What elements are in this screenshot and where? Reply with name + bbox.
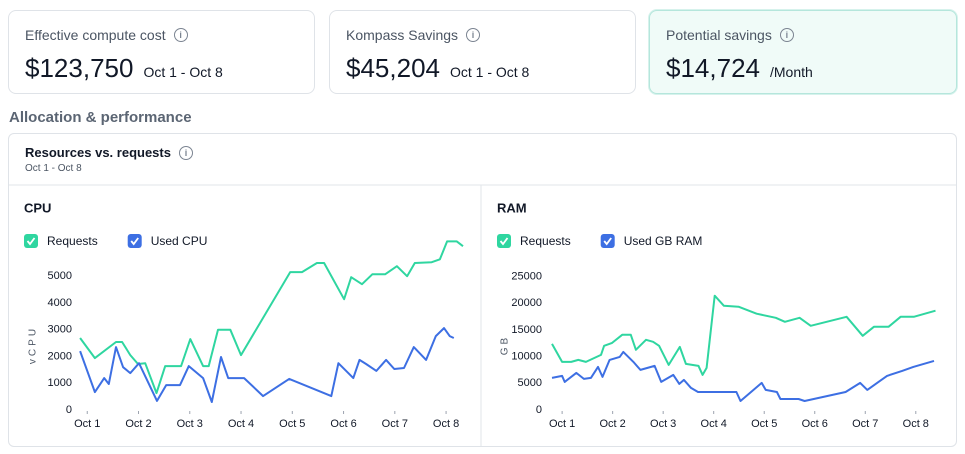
info-icon[interactable]: i: [178, 145, 193, 160]
info-icon[interactable]: i: [779, 28, 794, 42]
card: Kompass Savings i $45,204 Oct 1 - Oct 8: [329, 10, 636, 94]
card-value: $45,204: [346, 53, 440, 83]
check-mark: [603, 237, 612, 246]
panel-header: Resources vs. requests i Oct 1 - Oct 8: [25, 145, 193, 174]
series-line: [551, 294, 936, 376]
x-tick-label: Oct 5: [279, 418, 305, 430]
x-tick-label: Oct 8: [903, 418, 929, 430]
y-tick-label: 2000: [48, 350, 72, 362]
x-tick-label: Oct 4: [701, 418, 727, 430]
y-tick-label: 3000: [48, 324, 72, 336]
legend-label: Requests: [47, 234, 98, 248]
chart-title: RAM: [497, 200, 527, 215]
check-mark: [130, 237, 139, 246]
x-tick-label: Oct 6: [802, 418, 828, 430]
series-line: [551, 350, 935, 402]
card-period: Oct 1 - Oct 8: [449, 64, 530, 80]
check-mark: [26, 237, 36, 246]
x-tick-label: Oct 7: [852, 418, 878, 430]
y-tick-label: 20000: [511, 297, 542, 309]
x-tick-label: Oct 6: [330, 418, 356, 430]
card-label: Potential savings: [666, 27, 772, 43]
section-title: Allocation & performance: [9, 109, 192, 126]
series-line: [79, 327, 455, 403]
y-tick-label: 10000: [511, 351, 542, 363]
card: Potential savings i $14,724/Month: [649, 10, 957, 94]
card-period: /Month: [769, 64, 813, 80]
panel-subtitle: Oct 1 - Oct 8: [25, 163, 82, 174]
y-tick-label: 25000: [511, 271, 542, 283]
legend-label: Used CPU: [151, 234, 208, 248]
legend-checkbox[interactable]: [497, 234, 511, 248]
x-tick-label: Oct 3: [177, 418, 203, 430]
y-axis-label: GB: [500, 335, 511, 355]
card-label: Kompass Savings: [346, 27, 459, 43]
panel: Resources vs. requests i Oct 1 - Oct 8: [8, 133, 957, 447]
x-tick-label: Oct 5: [751, 418, 777, 430]
chart-title: CPU: [24, 200, 51, 215]
legend-checkbox[interactable]: [127, 234, 142, 248]
info-icon[interactable]: i: [173, 28, 188, 42]
y-axis-label: vCPU: [28, 326, 39, 364]
x-tick-label: Oct 2: [125, 418, 151, 430]
legend-label: Requests: [520, 234, 571, 248]
card-period: Oct 1 - Oct 8: [143, 64, 223, 80]
card-label: Effective compute cost: [25, 27, 166, 43]
y-tick-label: 5000: [48, 270, 72, 282]
x-tick-label: Oct 4: [228, 418, 254, 430]
card-value: $123,750: [25, 53, 134, 83]
y-tick-label: 0: [536, 404, 542, 416]
card: Effective compute cost i $123,750 Oct 1 - …: [8, 10, 315, 94]
legend-checkbox[interactable]: [24, 234, 38, 248]
panel-title: Resources vs. requests: [25, 145, 171, 160]
y-tick-label: 5000: [518, 377, 542, 389]
x-tick-label: Oct 2: [600, 418, 626, 430]
x-tick-label: Oct 3: [650, 418, 676, 430]
x-tick-label: Oct 8: [433, 418, 459, 430]
info-icon[interactable]: i: [466, 28, 481, 42]
y-tick-label: 0: [66, 404, 72, 416]
y-tick-label: 4000: [48, 297, 72, 309]
check-mark: [499, 237, 509, 246]
y-tick-label: 15000: [511, 324, 542, 336]
legend-label: Used GB RAM: [624, 234, 703, 248]
y-tick-label: 1000: [48, 377, 72, 389]
x-tick-label: Oct 7: [382, 418, 408, 430]
legend-checkbox[interactable]: [600, 234, 615, 248]
x-tick-label: Oct 1: [549, 418, 575, 430]
card-value: $14,724: [666, 53, 760, 83]
series-line: [79, 240, 464, 395]
x-tick-label: Oct 1: [74, 418, 100, 430]
